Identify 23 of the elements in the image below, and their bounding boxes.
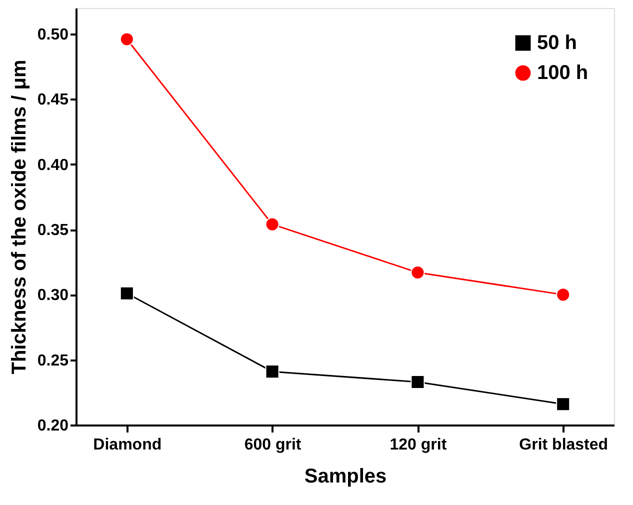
legend-label: 100 h bbox=[537, 62, 588, 84]
y-tick-label: 0.20 bbox=[37, 418, 69, 434]
point bbox=[120, 32, 134, 46]
point bbox=[410, 266, 425, 280]
point bbox=[410, 374, 425, 390]
x-tick-label: 120 grit bbox=[390, 436, 448, 454]
legend-label: 50 h bbox=[537, 32, 578, 54]
x-tick-label: 600 grit bbox=[244, 436, 302, 454]
y-axis-title: Thickness of the oxide films / μm bbox=[8, 60, 30, 374]
y-tick-label: 0.40 bbox=[37, 156, 69, 174]
y-tick-label: 0.35 bbox=[37, 222, 69, 240]
x-tick-label: Diamond bbox=[93, 436, 162, 454]
y-tick-label: 0.30 bbox=[37, 287, 69, 304]
point bbox=[265, 217, 280, 232]
point bbox=[265, 364, 280, 379]
point bbox=[556, 397, 570, 412]
y-tick-label: 0.25 bbox=[37, 352, 69, 370]
y-tick-label: 0.45 bbox=[37, 92, 69, 109]
x-tick-label: Grit blasted bbox=[519, 436, 608, 454]
point bbox=[556, 288, 570, 302]
point bbox=[120, 286, 134, 300]
x-axis-title: Samples bbox=[304, 466, 387, 488]
y-tick-label: 0.50 bbox=[37, 26, 69, 44]
